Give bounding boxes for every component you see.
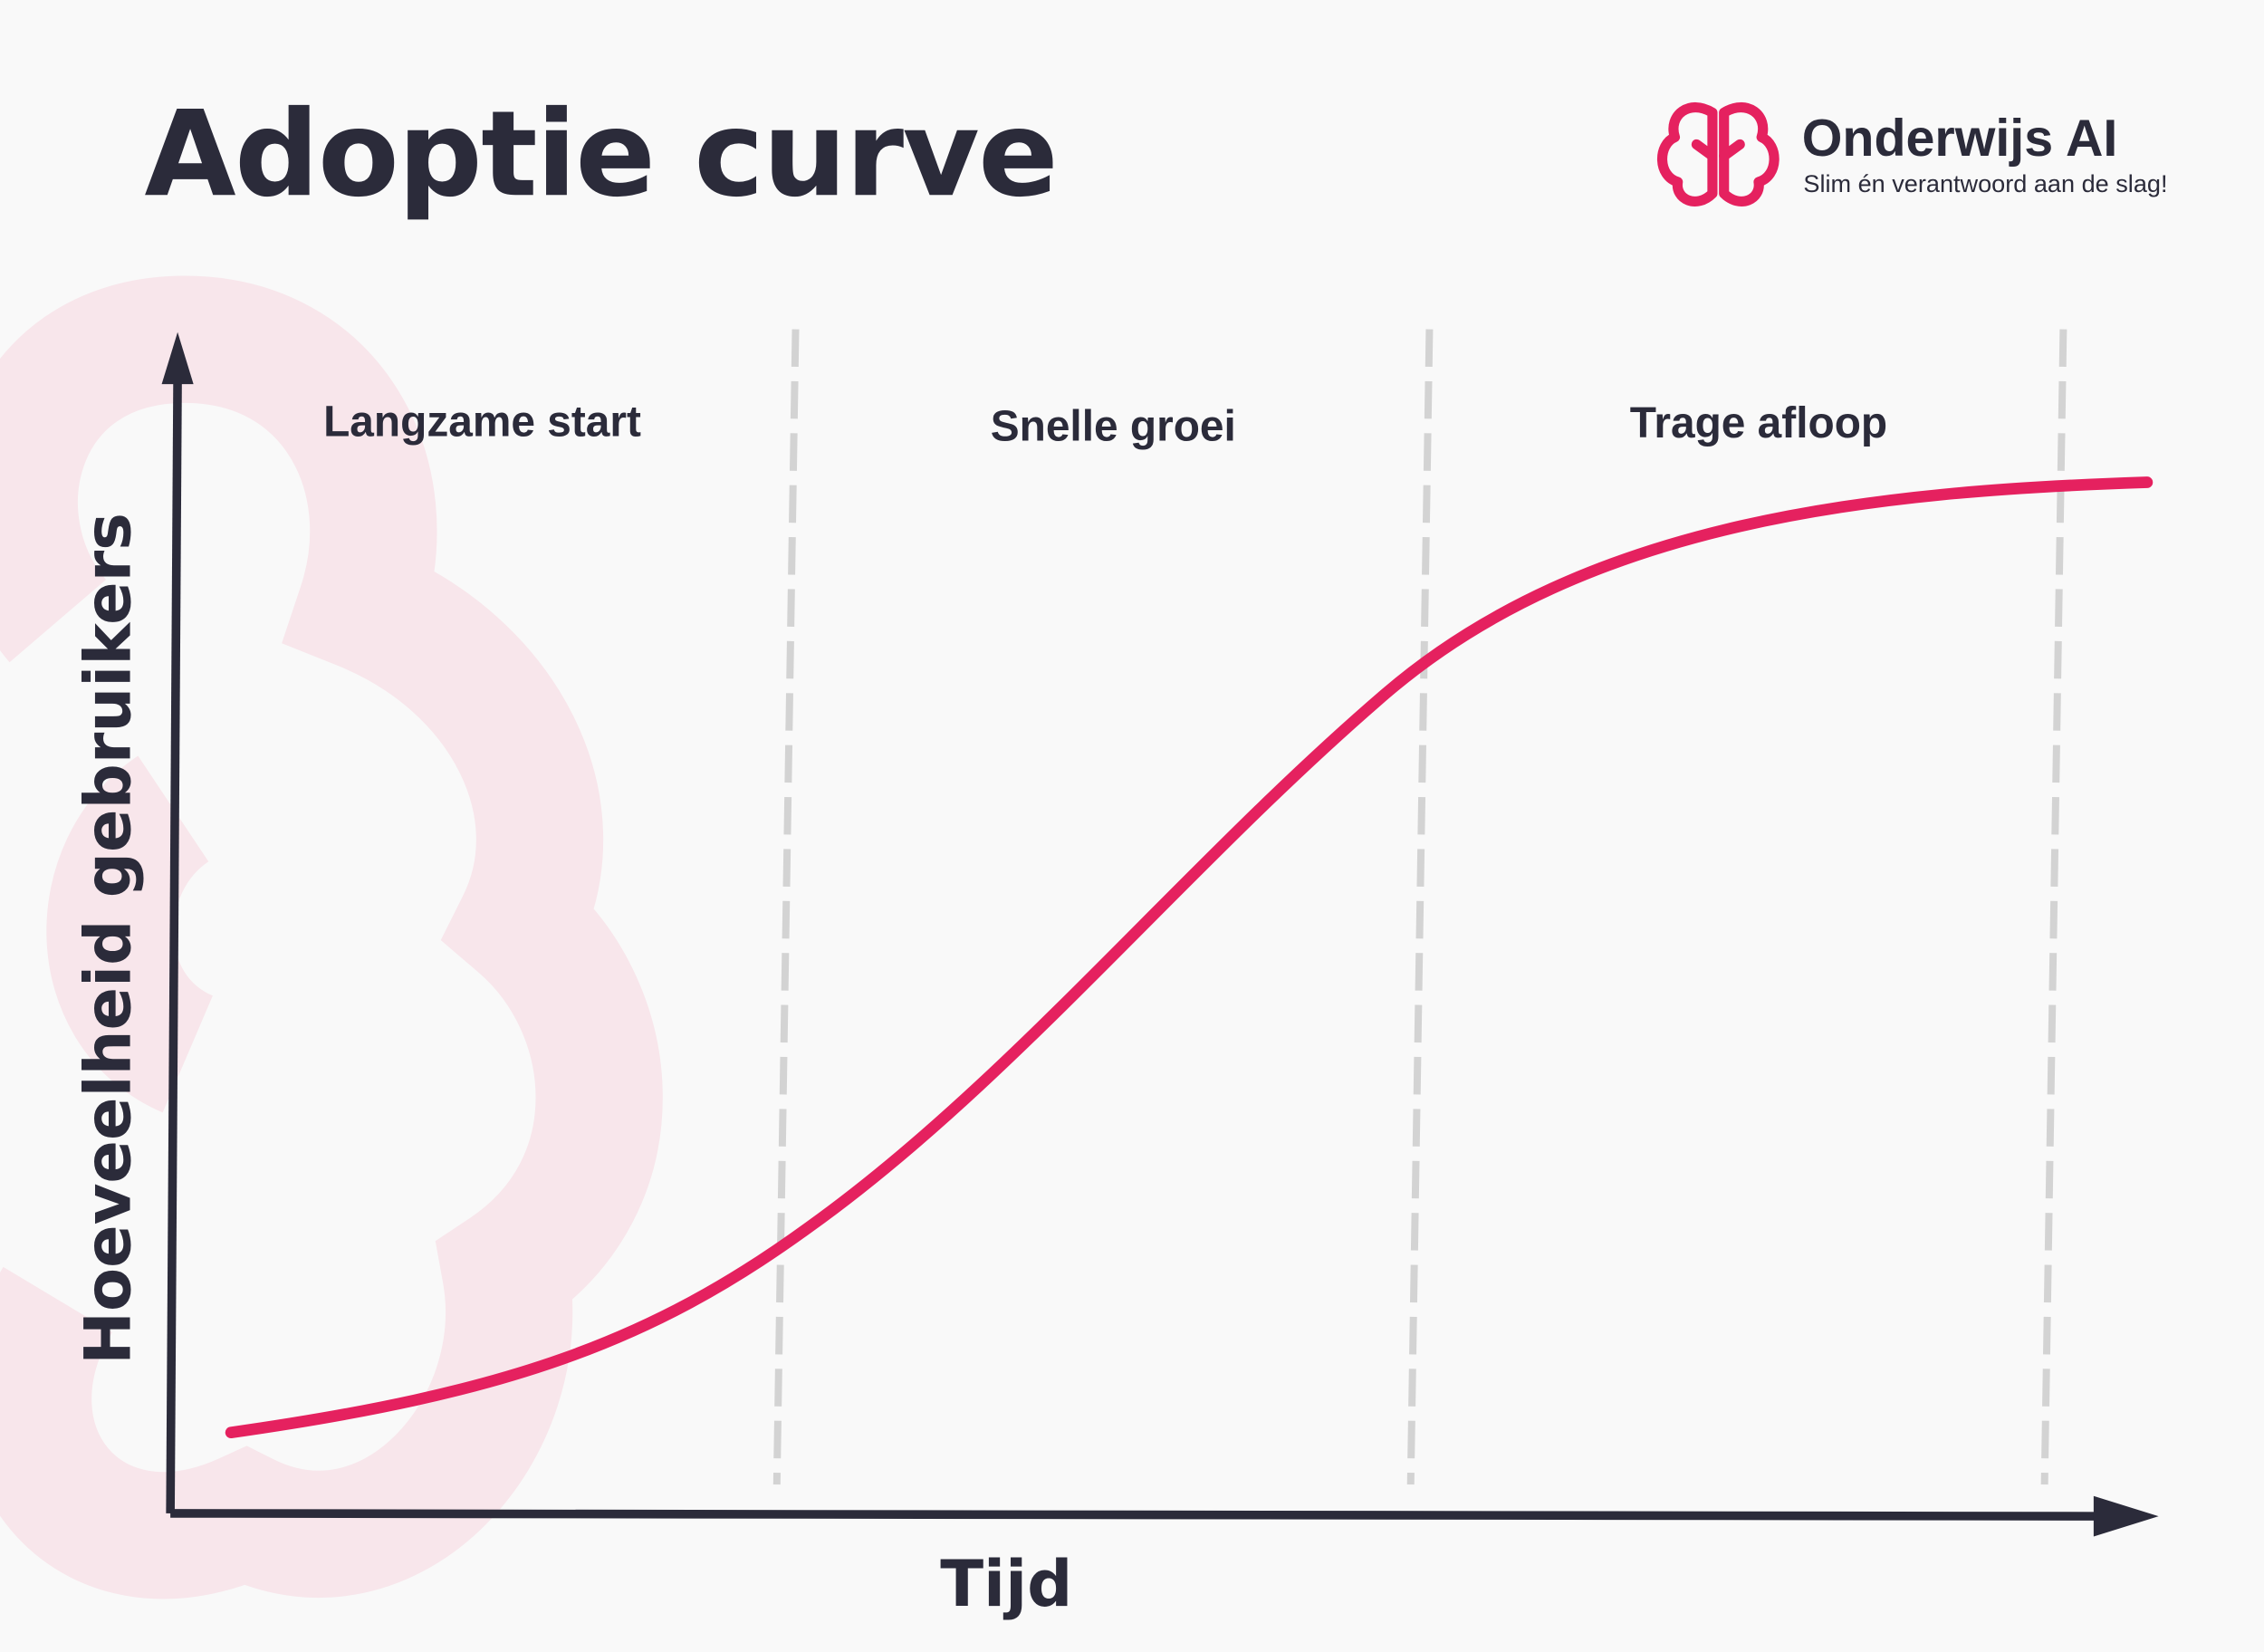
logo: Onderwijs AI Slim én verantwoord aan de …	[1657, 102, 2168, 206]
phase-label: Snelle groei	[991, 402, 1236, 450]
y-arrow	[161, 331, 194, 385]
logo-tagline: Slim én verantwoord aan de slag!	[1803, 169, 2167, 197]
divider	[772, 329, 800, 1485]
y-axis	[166, 375, 182, 1513]
x-arrow	[2093, 1495, 2159, 1537]
phase-label: Langzame start	[323, 399, 641, 447]
divider	[2040, 329, 2067, 1485]
phase-dividers	[772, 329, 2067, 1485]
logo-icon	[1657, 102, 1780, 206]
adoption-curve	[225, 476, 2154, 1439]
title: Adoptie curve	[144, 85, 1057, 223]
axes	[161, 331, 2159, 1537]
divider	[1406, 329, 1434, 1485]
x-axis	[170, 1509, 2108, 1521]
phase-label: Trage afloop	[1630, 399, 1887, 447]
watermark-brain	[0, 275, 663, 1599]
x-axis-label: Tijd	[940, 1547, 1072, 1621]
logo-name: Onderwijs AI	[1802, 110, 2118, 168]
y-axis-label: Hoeveelheid gebruikers	[71, 513, 145, 1365]
